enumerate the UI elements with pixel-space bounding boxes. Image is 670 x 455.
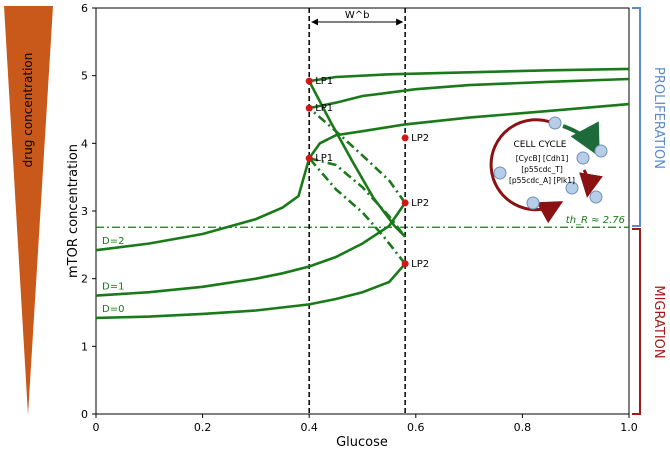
plot-frame (95, 7, 630, 415)
y-tick-label: 0 (81, 408, 88, 421)
limit-point-marker (401, 134, 409, 142)
y-tick-label: 4 (81, 137, 88, 150)
cell-cycle-inset: CELL CYCLE [CycB] [Cdh1] [p55cdc_T] [p55… (489, 116, 608, 224)
x-tick-label: 0.8 (514, 421, 532, 434)
series-label: D=0 (102, 304, 124, 315)
cycle-node (576, 151, 590, 165)
stable-branch-lower (95, 202, 407, 297)
y-axis-label: mTOR concentration (66, 144, 81, 278)
bifurcation-curves (95, 67, 630, 320)
stable-branch-lower (95, 262, 407, 320)
unstable-branch (308, 107, 407, 204)
limit-point-marker (305, 154, 313, 162)
y-tick-label: 6 (81, 2, 88, 15)
unstable-branch (308, 156, 407, 238)
limit-point-marker (401, 199, 409, 207)
drug-wedge (4, 6, 53, 415)
migration-label: MIGRATION (651, 285, 666, 358)
x-tick-label: 0.2 (194, 421, 212, 434)
limit-point-label: LP2 (411, 259, 429, 270)
series-label: D=2 (102, 236, 124, 247)
unstable-branch (308, 157, 407, 265)
series-label: D=1 (102, 282, 124, 293)
limit-points: LP1 LP1 LP1 LP2 LP2 LP2 (305, 76, 429, 270)
limit-point-label: LP1 (315, 76, 333, 87)
y-tick-label: 1 (81, 340, 88, 353)
y-tick-label: 5 (81, 70, 88, 83)
x-tick-label: 0.4 (300, 421, 318, 434)
stable-branch-upper (308, 102, 630, 159)
x-axis-label: Glucose (336, 435, 388, 450)
y-tick-label: 2 (81, 273, 88, 286)
x-tick-label: 0 (93, 421, 100, 434)
stable-branch-lower (95, 157, 311, 252)
cycle-arc-left (489, 118, 564, 224)
limit-point-marker (305, 77, 313, 85)
proliferation-bracket (632, 7, 641, 227)
cell-cycle-title: CELL CYCLE (514, 140, 567, 150)
drug-label: drug concentration (21, 53, 35, 168)
limit-point-label: LP2 (411, 198, 429, 209)
cell-cycle-species-2: [p55cdc_T] (521, 165, 563, 174)
cycle-node (548, 116, 562, 130)
cell-cycle-species-3: [p55cdc_A] [Plk1] (509, 176, 575, 185)
cell-cycle-species-1: [CycB] [Cdh1] (516, 154, 569, 163)
cycle-node (565, 181, 579, 195)
x-tick-label: 1.0 (620, 421, 638, 434)
y-tick-label: 3 (81, 205, 88, 218)
limit-point-marker (401, 260, 409, 268)
limit-point-label: LP2 (411, 133, 429, 144)
threshold-label: th_R ≈ 2.76 (566, 215, 625, 226)
x-tick-label: 0.6 (407, 421, 425, 434)
cycle-node (589, 190, 603, 204)
proliferation-label: PROLIFERATION (651, 67, 666, 169)
cycle-node (526, 196, 540, 210)
stable-branch-upper (308, 77, 630, 110)
cycle-arc-right (562, 121, 600, 158)
limit-point-label: LP1 (315, 153, 333, 164)
series-labels: D=2 D=1 D=0 (102, 236, 124, 315)
migration-bracket (632, 228, 641, 415)
limit-point-label: LP1 (315, 103, 333, 114)
window-label: W^b (345, 10, 370, 21)
cycle-node (594, 144, 608, 158)
cycle-arc-lower (579, 169, 603, 198)
limit-point-marker (305, 104, 313, 112)
cycle-node (493, 166, 507, 180)
axis-ticks: 0 0.2 0.4 0.6 0.8 1.0 0 1 2 3 4 5 6 (81, 2, 638, 434)
